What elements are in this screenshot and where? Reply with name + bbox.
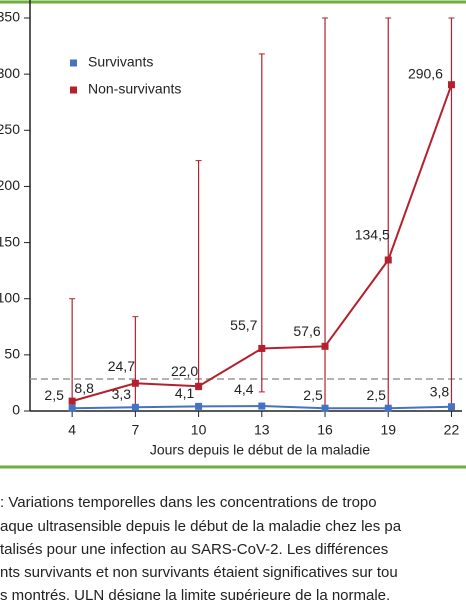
y-tick-label: 300	[0, 65, 20, 81]
caption-line: nts survivants et non survivants étaient…	[0, 564, 398, 581]
x-tick-label: 19	[380, 422, 396, 438]
caption-line: talisés pour une infection au SARS-CoV-2…	[0, 541, 388, 558]
legend-label: Non-survivants	[88, 81, 181, 97]
data-label: 55,7	[230, 317, 257, 333]
x-tick-label: 10	[191, 422, 207, 438]
data-label: 57,6	[293, 323, 320, 339]
y-tick-label: 250	[0, 121, 20, 137]
data-point	[258, 402, 266, 410]
data-point	[321, 404, 329, 412]
data-label: 134,5	[355, 227, 390, 243]
data-point	[195, 402, 203, 410]
caption-line: aque ultrasensible depuis le début de la…	[0, 518, 402, 535]
data-point	[384, 256, 392, 264]
data-label: 2,5	[44, 387, 64, 403]
data-label: 4,1	[175, 385, 195, 401]
data-label: 290,6	[408, 65, 443, 81]
legend-label: Survivants	[88, 54, 153, 70]
y-tick-label: 350	[0, 9, 20, 25]
x-tick-label: 7	[131, 422, 139, 438]
data-point	[195, 382, 203, 390]
y-tick-label: 200	[0, 177, 20, 193]
data-label: 22,0	[171, 363, 198, 379]
data-point	[447, 81, 455, 89]
caption-line: s montrés. ULN désigne la limite supérie…	[0, 587, 390, 600]
x-tick-label: 4	[68, 422, 76, 438]
data-label: 2,5	[367, 387, 387, 403]
data-point	[131, 403, 139, 411]
x-tick-label: 16	[317, 422, 333, 438]
data-label: 24,7	[108, 358, 135, 374]
legend-marker	[70, 86, 77, 94]
data-point	[321, 342, 329, 350]
legend-marker	[70, 59, 77, 67]
data-label: 3,3	[112, 386, 132, 402]
x-axis-label: Jours depuis le début de la maladie	[150, 442, 370, 458]
y-tick-label: 150	[0, 233, 20, 249]
x-tick-label: 22	[444, 422, 460, 438]
y-tick-label: 0	[12, 402, 20, 418]
y-tick-label: 100	[0, 289, 20, 305]
y-tick-label: 50	[4, 346, 20, 362]
data-label: 3,8	[430, 383, 450, 399]
data-point	[131, 379, 139, 387]
data-point	[258, 344, 266, 352]
x-tick-label: 13	[254, 422, 270, 438]
caption-line: : Variations temporelles dans les concen…	[0, 494, 377, 511]
data-label: 4,4	[234, 381, 254, 397]
data-label: 8,8	[74, 380, 94, 396]
data-point	[384, 404, 392, 412]
data-label: 2,5	[303, 387, 323, 403]
data-point	[68, 404, 76, 412]
data-point	[447, 403, 455, 411]
data-point	[68, 397, 76, 405]
